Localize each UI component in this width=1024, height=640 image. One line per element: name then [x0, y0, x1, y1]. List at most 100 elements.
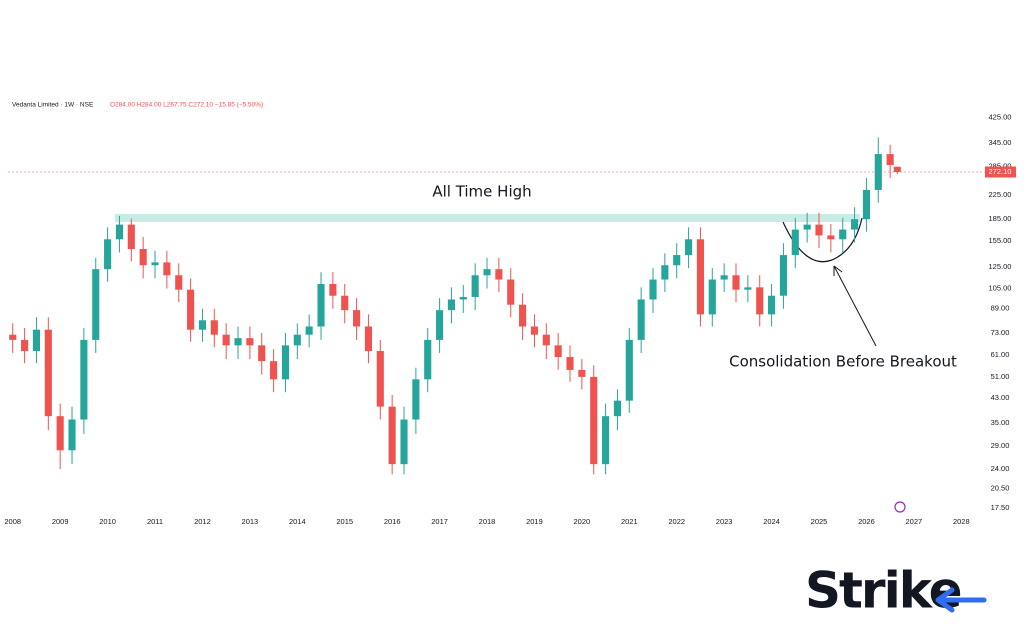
x-tick-label: 2027 [906, 517, 923, 526]
candle-body [317, 283, 325, 327]
candle-body [685, 239, 693, 256]
arrow-line [833, 265, 877, 347]
x-tick-label: 2017 [431, 517, 448, 526]
x-tick-label: 2028 [953, 517, 970, 526]
y-tick-label: 285.00 [989, 161, 1012, 170]
y-tick-label: 185.00 [989, 214, 1012, 223]
y-tick-label: 155.00 [989, 236, 1012, 245]
candle-body [187, 289, 195, 330]
candle-body [851, 219, 859, 230]
candle-body [234, 338, 242, 346]
x-tick-label: 2024 [763, 517, 780, 526]
candle-body [839, 229, 847, 240]
candle-body [874, 154, 882, 190]
candle-body [542, 334, 550, 346]
annotation: Consolidation Before Breakout [729, 353, 957, 371]
candle-body [554, 345, 562, 358]
x-tick-label: 2020 [574, 517, 591, 526]
x-tick-label: 2013 [242, 517, 259, 526]
x-tick-label: 2015 [336, 517, 353, 526]
candle-body [696, 239, 704, 315]
x-tick-label: 2011 [147, 517, 163, 526]
candle-body [222, 334, 230, 346]
candle-body [44, 329, 52, 417]
x-tick-label: 2010 [99, 517, 116, 526]
x-tick-label: 2009 [52, 517, 69, 526]
candle-body [613, 400, 621, 417]
candle-body [281, 345, 290, 380]
y-tick-label: 125.00 [989, 262, 1012, 271]
candle-body [424, 339, 432, 380]
last-price-tag [985, 166, 1016, 178]
y-tick-label: 24.00 [991, 464, 1010, 473]
candle-body [293, 334, 301, 346]
x-tick-label: 2014 [289, 517, 306, 526]
candle-body [779, 255, 787, 296]
y-tick-label: 73.00 [991, 328, 1010, 337]
ath-zone [115, 214, 860, 222]
replay-icon[interactable] [894, 501, 906, 513]
candle-body [175, 275, 183, 290]
brand-arrow [935, 587, 987, 613]
y-tick-label: 17.50 [991, 503, 1010, 512]
candle-body [827, 235, 835, 240]
y-tick-label: 29.00 [991, 441, 1010, 450]
candle-body [649, 279, 657, 300]
candle-body [163, 262, 171, 276]
candle-body [708, 279, 716, 315]
candle-body [436, 310, 444, 340]
candle-body [412, 379, 420, 420]
y-tick-label: 61.00 [991, 350, 1010, 359]
candle-body [104, 239, 112, 270]
x-tick-label: 2012 [194, 517, 211, 526]
candle-body [815, 224, 823, 236]
candle-body [578, 369, 586, 377]
candle-body [56, 416, 64, 451]
y-tick-label: 225.00 [989, 190, 1012, 199]
candle-body [32, 329, 41, 352]
candle-body [151, 262, 159, 266]
candle-body [92, 269, 100, 340]
y-tick-label: 51.00 [991, 372, 1010, 381]
y-tick-label: 105.00 [989, 284, 1012, 293]
y-tick-label: 89.00 [991, 304, 1010, 313]
x-tick-label: 2025 [811, 517, 828, 526]
last-price-label: 272.10 [989, 167, 1012, 176]
candle-body [139, 249, 147, 266]
candle-body [768, 295, 776, 315]
y-tick-label: 425.00 [989, 112, 1012, 121]
x-tick-label: 2022 [668, 517, 685, 526]
candle-body [341, 295, 349, 311]
candle-body [115, 224, 124, 240]
candle-body [459, 296, 467, 300]
candle-body [495, 269, 503, 280]
candle-body [507, 279, 515, 305]
candle-body [862, 189, 870, 220]
x-tick-label: 2019 [526, 517, 543, 526]
candle-body [637, 299, 645, 340]
candle-body [353, 310, 361, 327]
candle-body [305, 326, 313, 335]
x-tick-label: 2016 [384, 517, 401, 526]
candle-body [258, 345, 266, 362]
arrow-head [833, 265, 843, 276]
ohlc-readout: O284.00 H284.00 L267.75 C272.10 −15.85 (… [110, 102, 263, 109]
candle-body [602, 416, 610, 465]
candle-body [893, 166, 901, 172]
candle-body [756, 287, 764, 315]
y-tick-label: 43.00 [991, 393, 1010, 402]
candle-body [886, 154, 894, 166]
candle-body [400, 419, 408, 465]
x-tick-label: 2021 [621, 517, 638, 526]
candle-body [127, 224, 135, 250]
candle-body [270, 361, 278, 380]
candle-body [530, 326, 538, 335]
y-tick-label: 345.00 [989, 138, 1012, 147]
x-tick-label: 2026 [858, 517, 875, 526]
candle-body [447, 299, 456, 311]
candle-body [720, 275, 728, 280]
candle-body [791, 229, 799, 256]
candle-body [80, 339, 88, 420]
x-tick-label: 2008 [4, 517, 21, 526]
